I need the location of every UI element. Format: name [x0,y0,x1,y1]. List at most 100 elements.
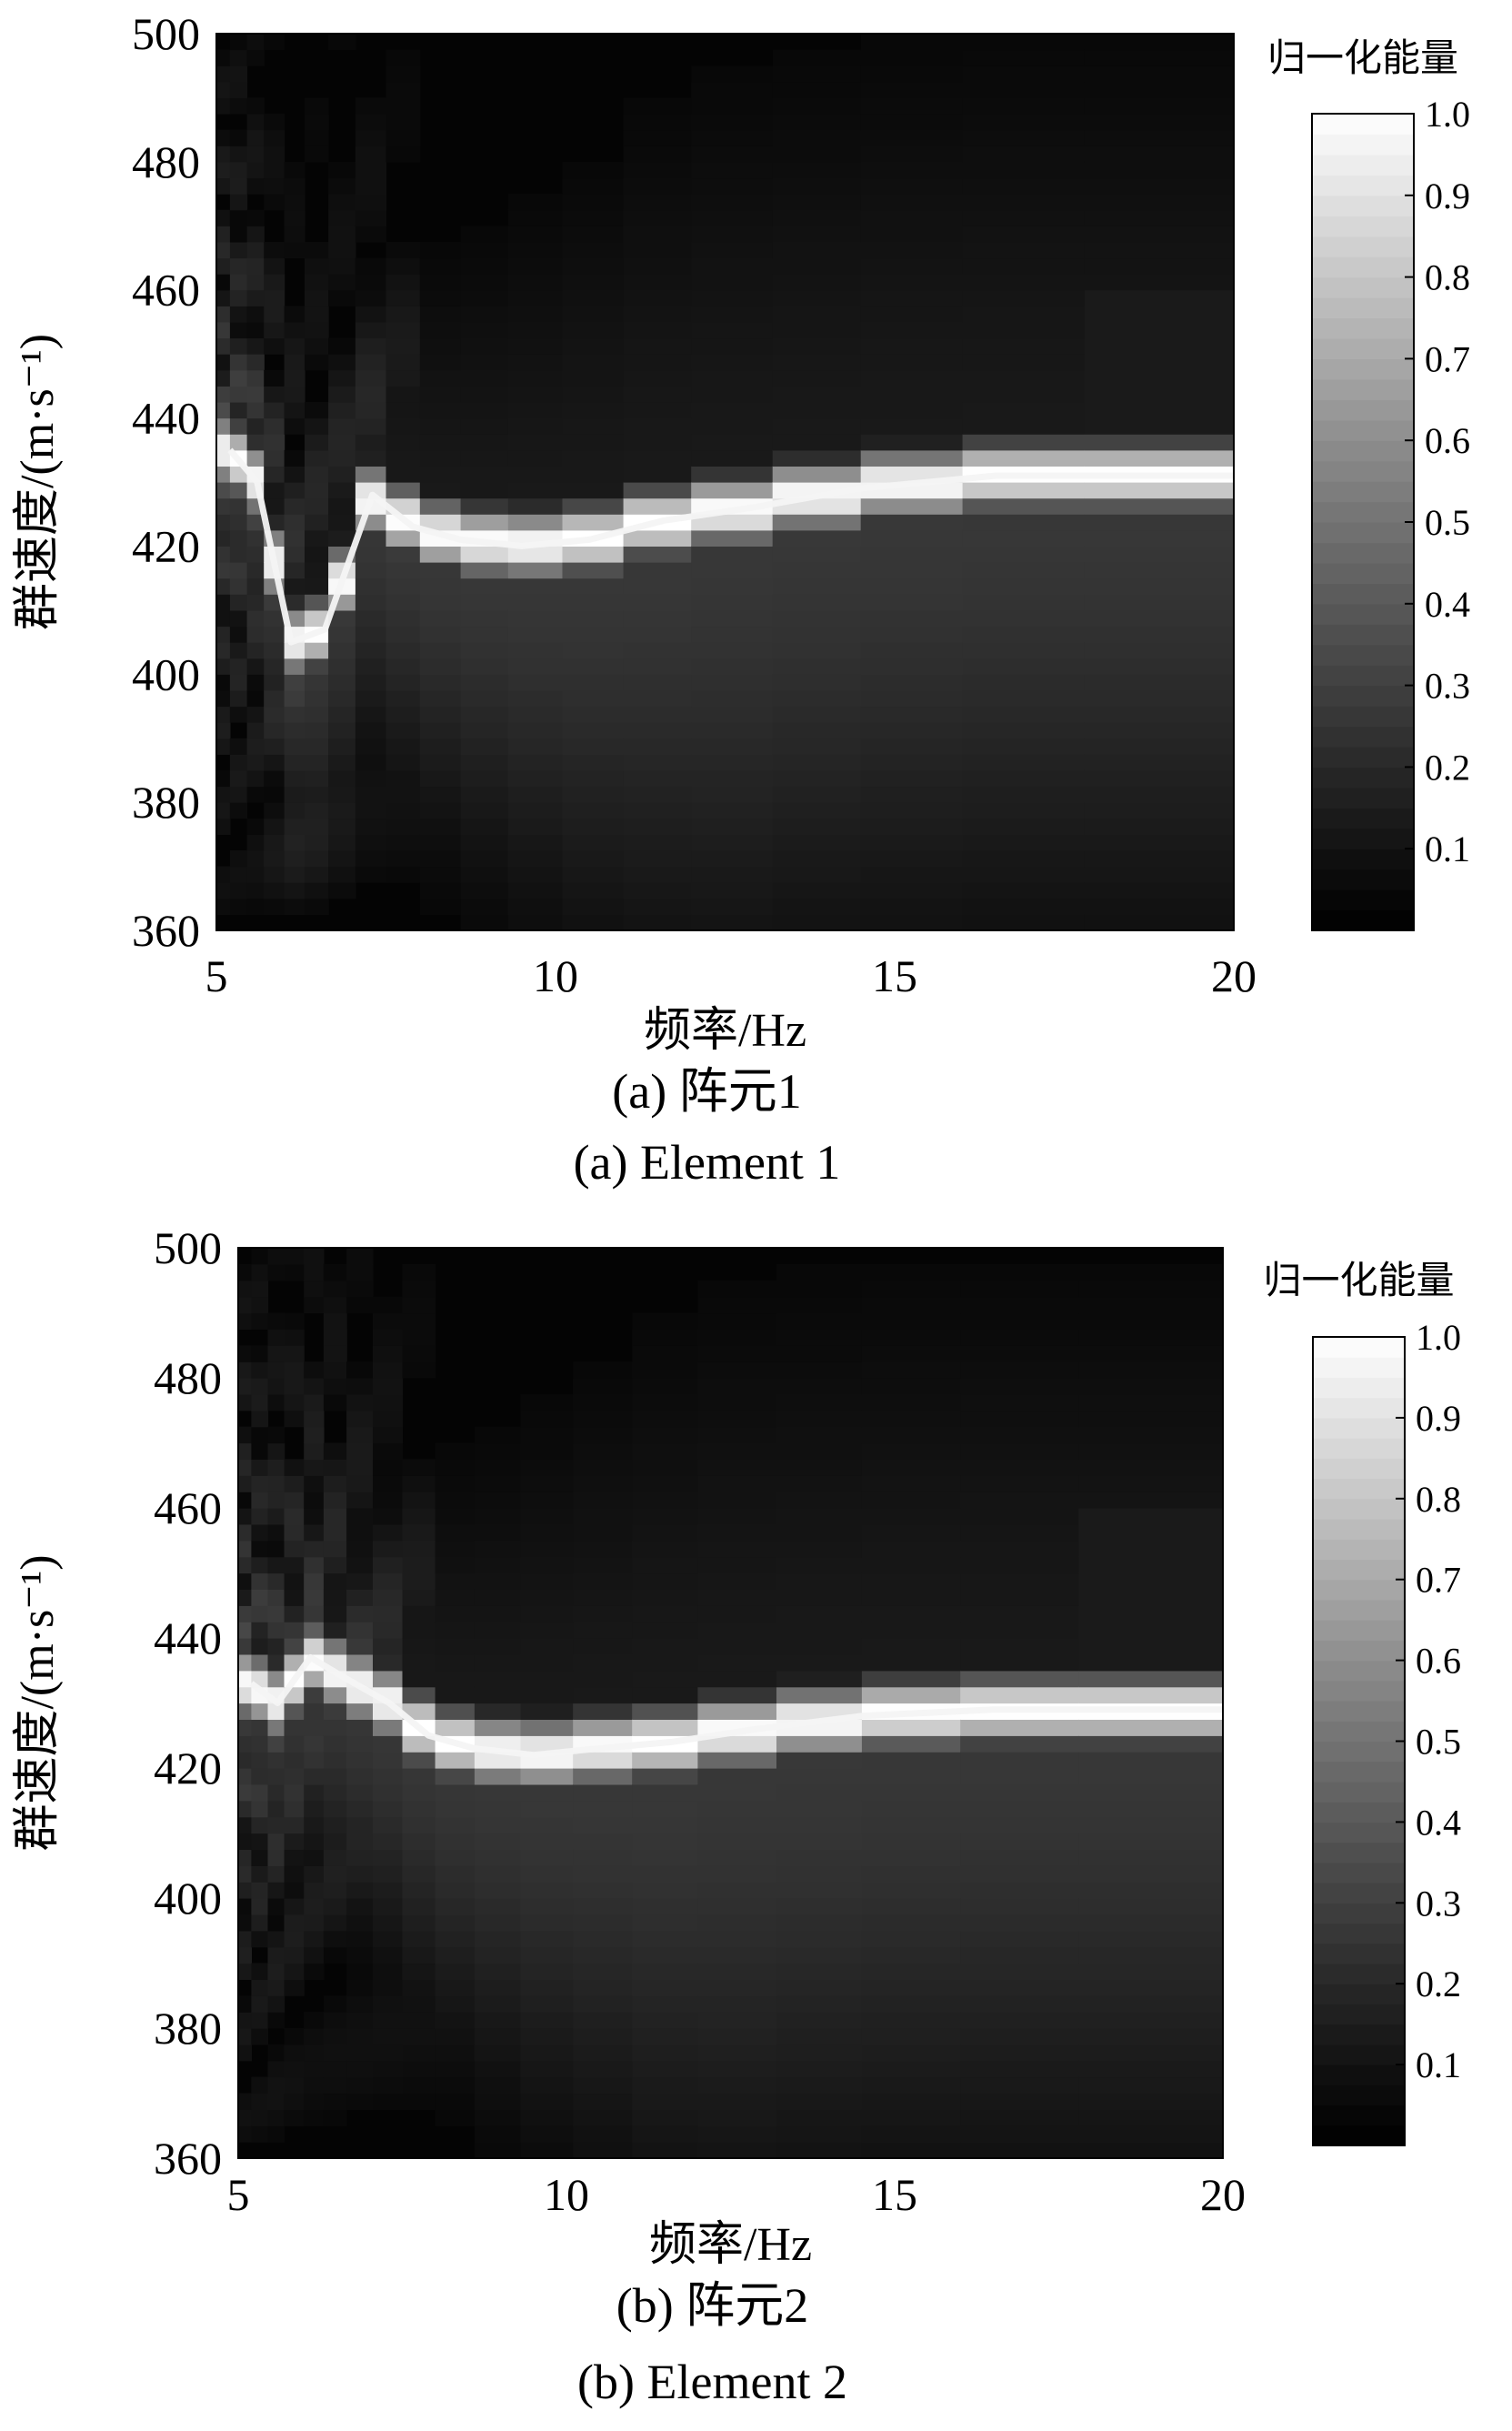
heatmap-cell [216,562,231,579]
heatmap-cell [251,1719,269,1736]
heatmap-cell [573,1410,633,1428]
heatmap-cell [355,562,387,579]
heatmap-cell [474,1492,521,1509]
heatmap-cell [264,114,285,131]
heatmap-cell [435,1865,476,1883]
colorbar-step [1312,909,1414,931]
heatmap-cell [861,1393,961,1411]
heatmap-cell [1084,642,1235,659]
colorbar-tick-label: 0.6 [1425,420,1470,461]
heatmap-cell [691,449,774,467]
colorbar-tick-label: 0.1 [1425,829,1470,869]
heatmap-cell [251,2093,269,2110]
heatmap-cell [507,386,564,403]
heatmap-cell [520,1898,574,1915]
heatmap-cell [238,2093,252,2110]
heatmap-cell [251,1638,269,1655]
heatmap-cell [772,706,862,723]
heatmap-cell [623,818,692,835]
heatmap-cell [373,1783,404,1802]
heatmap-cell [776,1963,863,1980]
heatmap-cell [860,65,964,83]
heatmap-cell [246,850,265,868]
heatmap-cell [346,1263,374,1281]
heatmap-cell [264,321,285,339]
heatmap-cell [562,866,625,883]
heatmap-cell [1078,1783,1224,1802]
heatmap-cell [772,642,862,659]
heatmap-cell [1084,514,1235,531]
heatmap-cell [355,289,387,306]
heatmap-cell [264,257,285,275]
heatmap-cell [305,738,329,755]
heatmap-cell [776,1312,863,1330]
heatmap-cell [697,1703,777,1720]
heatmap-cell [962,354,1086,371]
heatmap-cell [691,161,774,179]
heatmap-cell [305,674,329,691]
heatmap-cell [216,626,231,643]
heatmap-cell [960,1898,1079,1915]
colorbar-step [1312,276,1414,298]
heatmap-cell [435,1605,476,1622]
heatmap-cell [355,97,387,115]
heatmap-cell [460,674,509,691]
heatmap-cell [960,1280,1079,1298]
heatmap-cell [216,402,231,419]
heatmap-cell [323,1816,347,1834]
heatmap-cell [246,226,265,243]
heatmap-cell [772,546,862,563]
heatmap-cell [960,1329,1079,1346]
heatmap-cell [419,257,462,275]
heatmap-cell [691,466,774,483]
heatmap-cell [346,1605,374,1622]
heatmap-cell [435,1833,476,1850]
heatmap-cell [238,1426,252,1444]
heatmap-cell [562,306,625,323]
heatmap-cell [562,514,625,531]
heatmap-cell [1078,1589,1224,1606]
heatmap-cell [284,1768,305,1785]
heatmap-cell [507,434,564,451]
heatmap-cell [860,514,964,531]
heatmap-cell [238,1638,252,1655]
heatmap-cell [246,97,265,115]
heatmap-cell [386,626,421,643]
x-tick-label: 5 [227,2169,250,2220]
heatmap-cell [960,1653,1079,1672]
heatmap-cell [1078,1393,1224,1411]
heatmap-cell [474,2125,521,2143]
heatmap-cell [346,1865,374,1883]
heatmap-cell [304,1946,325,1964]
heatmap-cell [562,449,625,467]
heatmap-cell [623,482,692,499]
colorbar-step [1312,747,1414,768]
heatmap-cell [402,1752,436,1769]
heatmap-cell [246,882,265,899]
heatmap-cell [962,689,1086,708]
heatmap-cell [305,562,329,579]
heatmap-cell [1078,1865,1224,1883]
heatmap-cell [328,850,356,868]
heatmap-cell [386,65,421,83]
heatmap-cell [284,2060,305,2078]
heatmap-cell [573,2028,633,2045]
heatmap-cell [386,594,421,611]
plot-frame [215,33,1235,931]
heatmap-cell [346,1703,374,1720]
heatmap-cell [962,402,1086,419]
heatmap-cell [632,2060,698,2078]
heatmap-cell [246,594,265,611]
heatmap-cell [691,386,774,403]
heatmap-cell [328,529,356,547]
heatmap-cell [284,1783,305,1802]
heatmap-cell [860,658,964,675]
heatmap-cell [562,802,625,819]
heatmap-cell [373,1345,404,1362]
heatmap-cell [323,1849,347,1866]
heatmap-cell [373,1459,404,1476]
heatmap-cell [623,609,692,628]
heatmap-cell [632,1589,698,1606]
heatmap-cell [623,402,692,419]
heatmap-cell [323,1492,347,1509]
